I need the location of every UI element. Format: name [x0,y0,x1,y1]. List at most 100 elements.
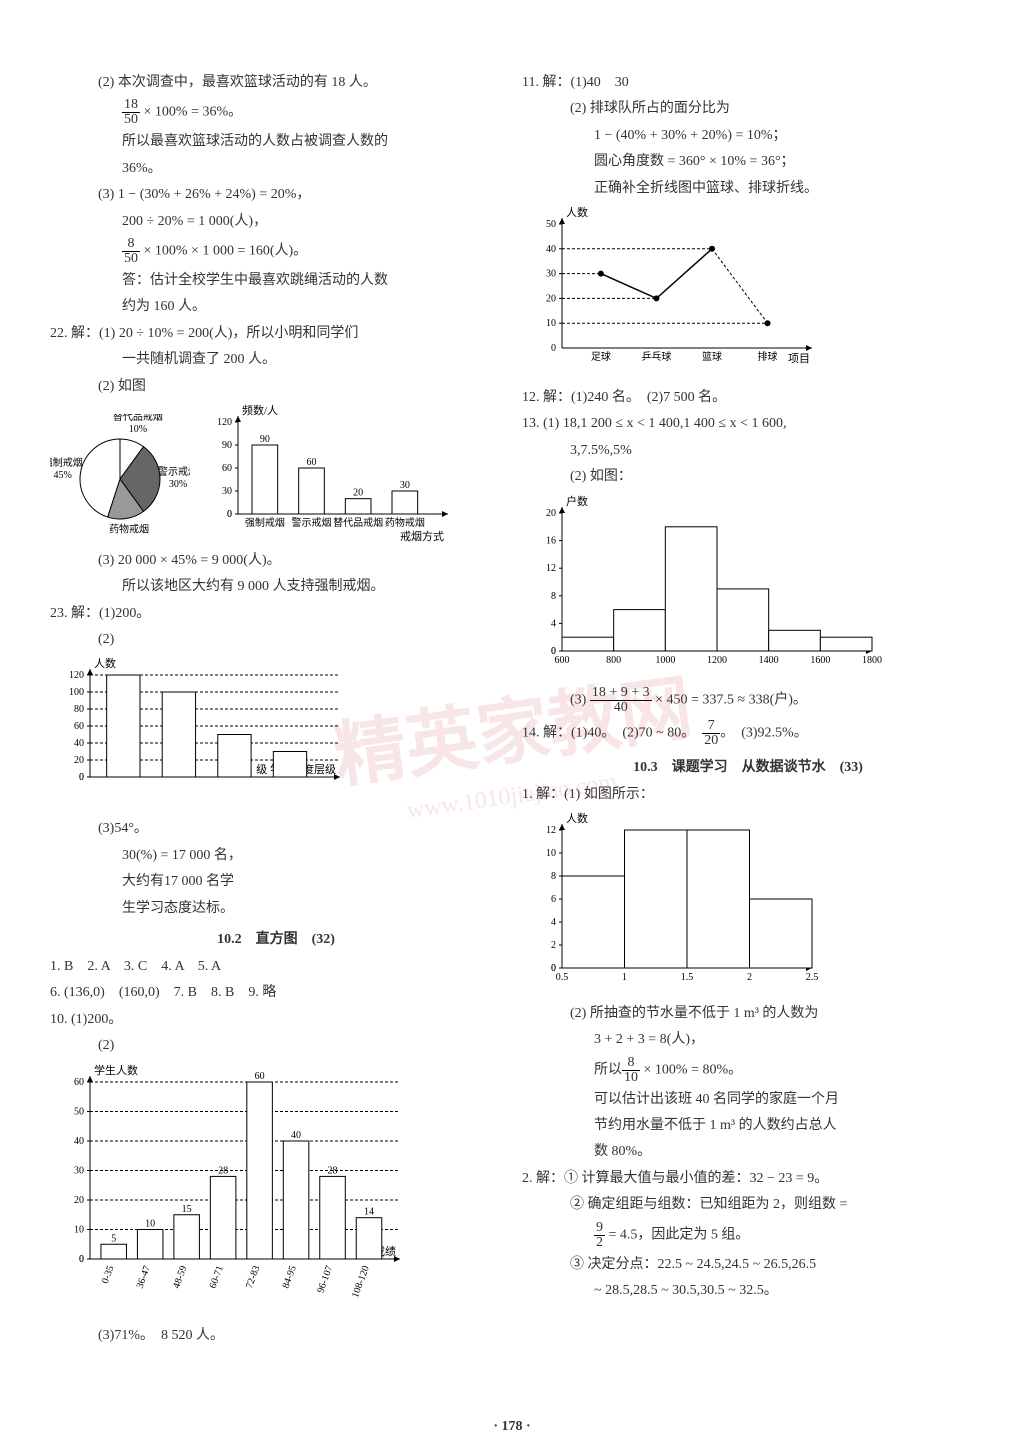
page-content: (2) 本次调查中，最喜欢篮球活动的有 18 人。 1850 × 100% = … [50,70,974,1409]
svg-text:0: 0 [551,646,556,657]
svg-text:96-107: 96-107 [315,1264,335,1294]
line-chart-box: 人数项目10203040500足球乒乓球篮球排球 [522,206,974,381]
svg-text:戒烟方式: 戒烟方式 [400,529,444,543]
svg-text:40: 40 [74,1136,84,1147]
svg-text:108-120: 108-120 [350,1264,372,1299]
svg-text:篮球: 篮球 [702,350,722,363]
svg-text:2: 2 [551,940,556,951]
svg-text:1000: 1000 [655,655,675,666]
text: 答：估计全校学生中最喜欢跳绳活动的人数 [50,270,502,292]
text: 生学习态度达标。 [50,898,502,920]
svg-text:12: 12 [546,563,556,574]
text: 大约有17 000 名学 [50,871,502,893]
svg-text:1200: 1200 [707,655,727,666]
right-column: 11. 解：(1)40 30 (2) 排球队所占的面分比为 1 − (40% +… [522,70,974,1409]
text: (3)54°。 [50,818,502,840]
svg-text:14: 14 [364,1206,374,1217]
text: 2. 解：① 计算最大值与最小值的差：32 − 23 = 9。 [522,1168,974,1190]
text: 约为 160 人。 [50,296,502,318]
text: (2) 本次调查中，最喜欢篮球活动的有 18 人。 [50,72,502,94]
svg-text:40: 40 [291,1130,301,1141]
text: (2) 所抽查的节水量不低于 1 m³ 的人数为 [522,1003,974,1025]
text: 1. 解：(1) 如图所示： [522,784,974,806]
svg-text:10%: 10% [129,424,147,435]
pie-chart: 替代品戒烟10%警示戒烟30%药物戒烟15%强制戒烟45% [50,414,190,534]
svg-text:4: 4 [551,917,556,928]
svg-text:30: 30 [222,486,232,497]
text: 23. 解：(1)200。 [50,603,502,625]
svg-text:替代品戒烟: 替代品戒烟 [333,516,383,529]
text: 所以该地区大约有 9 000 人支持强制戒烟。 [50,576,502,598]
svg-text:60: 60 [255,1071,265,1082]
bar-chart-b: 人数级 学习态度层级0204060801001200 [50,657,350,807]
svg-text:60: 60 [74,1077,84,1088]
svg-text:90: 90 [260,434,270,445]
svg-text:60: 60 [74,721,84,732]
svg-text:100: 100 [69,687,84,698]
section-10-2: 10.2 直方图 (32) [50,928,502,948]
svg-text:20: 20 [546,508,556,519]
svg-text:10: 10 [145,1218,155,1229]
text: 30(%) = 17 000 名， [50,845,502,867]
svg-text:20: 20 [353,488,363,499]
svg-text:人数: 人数 [94,657,116,670]
svg-text:60: 60 [307,457,317,468]
svg-text:1: 1 [622,972,627,983]
svg-text:120: 120 [69,670,84,681]
bar-chart-c-box: 学生人数成绩01020304050605101528604028140-3536… [50,1064,502,1319]
svg-text:0: 0 [551,343,556,354]
svg-text:10: 10 [74,1224,84,1235]
svg-text:替代品戒烟: 替代品戒烟 [113,414,163,423]
svg-text:36-47: 36-47 [135,1264,153,1290]
text: 可以估计出该班 40 名同学的家庭一个月 [522,1089,974,1111]
text: (3)71%。 8 520 人。 [50,1325,502,1347]
text: ~ 28.5,28.5 ~ 30.5,30.5 ~ 32.5。 [522,1280,974,1302]
text: 节约用水量不低于 1 m³ 的人数约占总人 [522,1115,974,1137]
text: 3 + 2 + 3 = 8(人)， [522,1029,974,1051]
svg-text:10: 10 [546,318,556,329]
bar-chart-a: 频数/人戒烟方式030609012090602030强制戒烟警示戒烟替代品戒烟药… [198,404,458,544]
text: ③ 决定分点：22.5 ~ 24.5,24.5 ~ 26.5,26.5 [522,1254,974,1276]
svg-text:频数/人: 频数/人 [242,404,278,417]
svg-text:足球: 足球 [591,350,611,363]
svg-text:6: 6 [551,894,556,905]
fraction-line: 850 × 100% × 1 000 = 160(人)。 [50,237,502,266]
svg-text:30%: 30% [169,479,187,490]
svg-text:警示戒烟: 警示戒烟 [158,465,190,478]
page-number: · 178 · [50,1419,974,1435]
bar-chart-e: 人数节水量/m³0246810120.511.522.50 [522,812,822,992]
text: 200 ÷ 20% = 1 000(人)， [50,211,502,233]
text: ② 确定组距与组数：已知组距为 2，则组数 = [522,1194,974,1216]
bar-chart-b-box: 人数级 学习态度层级0204060801001200 [50,657,502,812]
answers: 6. (136,0) (160,0) 7. B 8. B 9. 略 [50,982,502,1004]
bar-chart-d: 户数元048121620600800100012001400160018000 [522,495,882,675]
text: (3) 1 − (30% + 26% + 24%) = 20%， [50,184,502,206]
svg-text:学生人数: 学生人数 [94,1064,138,1077]
svg-text:15: 15 [182,1203,192,1214]
bar-chart-d-box: 户数元048121620600800100012001400160018000 [522,495,974,680]
text: (2) 如图 [50,376,502,398]
svg-text:户数: 户数 [566,495,588,508]
svg-text:800: 800 [606,655,621,666]
section-10-3: 10.3 课题学习 从数据谈节水 (33) [522,756,974,776]
svg-text:60: 60 [222,463,232,474]
text: (2) 如图： [522,466,974,488]
text: (3) 20 000 × 45% = 9 000(人)。 [50,550,502,572]
svg-text:40: 40 [546,244,556,255]
svg-text:60-71: 60-71 [208,1264,226,1290]
text: 圆心角度数 = 360° × 10% = 36°； [522,151,974,173]
svg-text:8: 8 [551,871,556,882]
svg-text:40: 40 [74,738,84,749]
svg-text:5: 5 [111,1233,116,1244]
bar-chart-e-box: 人数节水量/m³0246810120.511.522.50 [522,812,974,997]
svg-text:28: 28 [328,1165,338,1176]
svg-text:20: 20 [74,755,84,766]
svg-text:强制戒烟: 强制戒烟 [50,456,83,469]
svg-text:80: 80 [74,704,84,715]
svg-text:1.5: 1.5 [681,972,694,983]
text: 正确补全折线图中篮球、排球折线。 [522,178,974,200]
text: (2) [50,629,502,651]
svg-text:人数: 人数 [566,206,588,219]
left-column: (2) 本次调查中，最喜欢篮球活动的有 18 人。 1850 × 100% = … [50,70,502,1409]
svg-text:50: 50 [546,219,556,230]
